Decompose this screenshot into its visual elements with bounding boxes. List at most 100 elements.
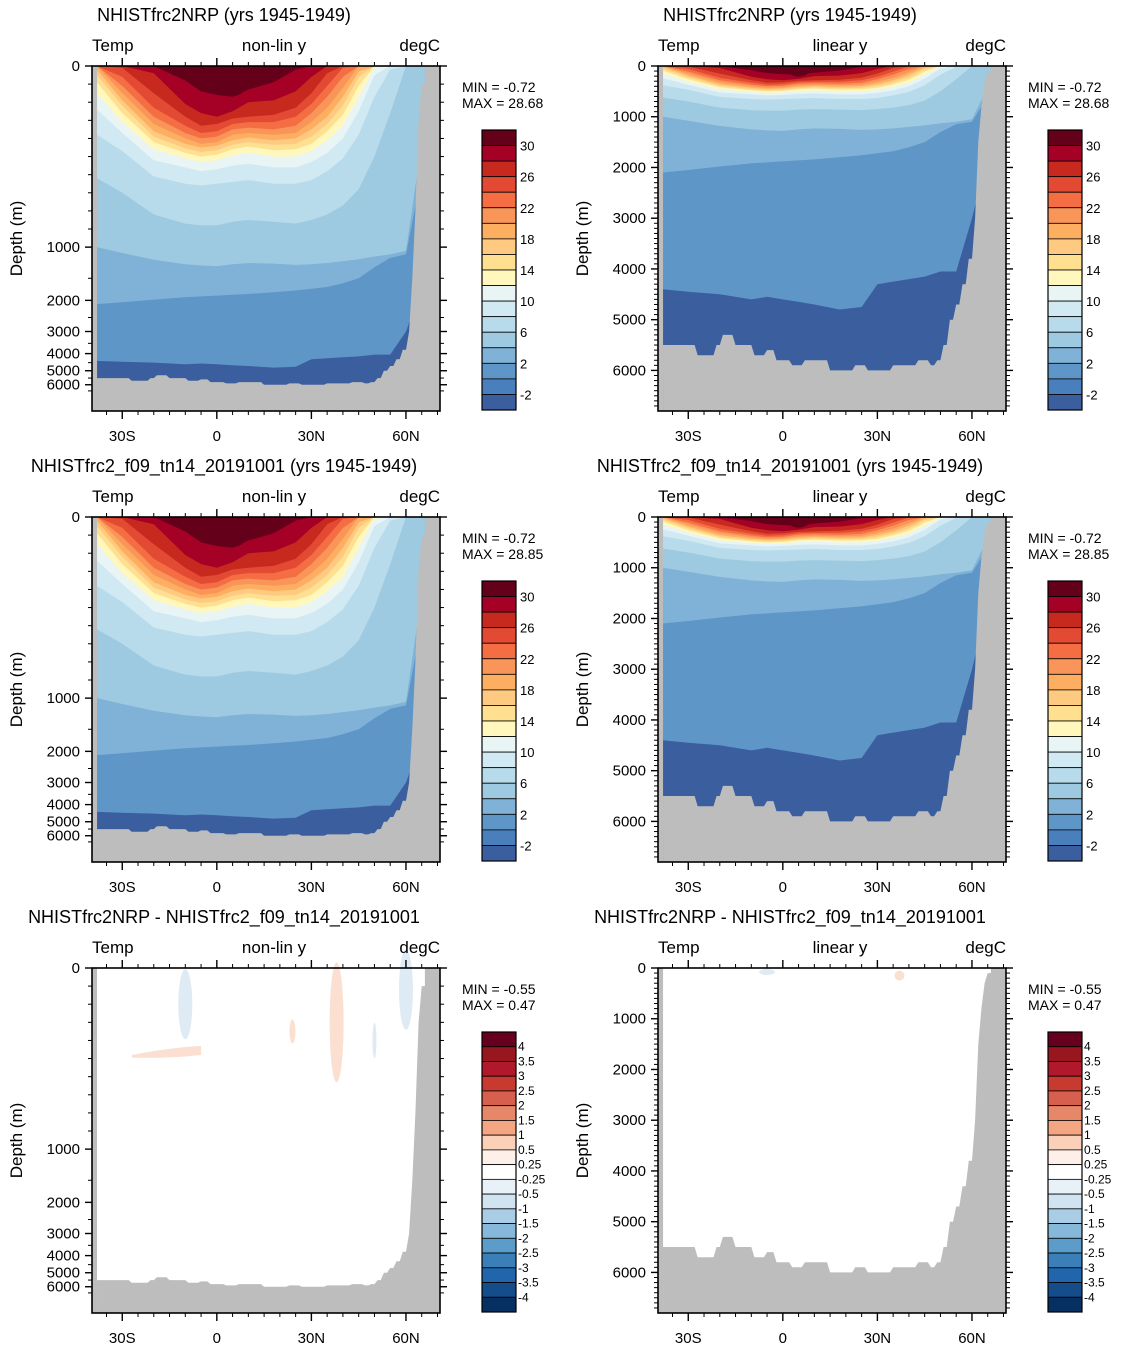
x-tick-label: 30S [675, 428, 702, 445]
colorbar-label: -1 [1084, 1202, 1095, 1216]
anomaly-patch [329, 962, 344, 1083]
y-tick-label: 1000 [47, 239, 80, 256]
colorbar-swatch [481, 642, 517, 660]
difference-field-5 [658, 968, 1006, 1313]
colorbar-label: -2 [1086, 838, 1098, 853]
colorbar-label: 26 [520, 170, 534, 185]
land-mask [97, 517, 440, 862]
colorbar-label: 14 [520, 714, 534, 729]
colorbar-swatch [481, 813, 517, 831]
colorbar-frame [1047, 580, 1083, 862]
max-value: MAX = 28.68 [462, 95, 544, 111]
y-tick-label: 3000 [47, 1226, 80, 1243]
colorbar-label: -1.5 [1084, 1217, 1105, 1231]
y-tick-label: 3000 [613, 1112, 646, 1129]
colorbar-label: 26 [1086, 621, 1100, 636]
colorbar-swatch [1047, 207, 1083, 224]
x-tick-label: 30S [109, 879, 136, 896]
y-tick-label: 1000 [47, 690, 80, 707]
axes-3: NHISTfrc2_f09_tn14_20191001 (yrs 1945-19… [573, 456, 1110, 896]
colorbar-swatch [1047, 1193, 1083, 1210]
y-tick-label: 1000 [47, 1141, 80, 1158]
colorbar-label: 10 [520, 294, 534, 309]
colorbar-label: 26 [520, 621, 534, 636]
colorbar-swatch [1047, 767, 1083, 784]
colorbar-swatch [481, 1252, 517, 1269]
colorbar-label: 10 [520, 745, 534, 760]
y-tick-label: 5000 [613, 1214, 646, 1231]
x-tick-label: 60N [958, 428, 986, 445]
center-label: non-lin y [242, 36, 307, 55]
colorbar-swatch [481, 845, 517, 862]
colorbar-label: 30 [520, 590, 534, 605]
colorbar-swatch [1047, 658, 1083, 675]
colorbar-label: -0.25 [1084, 1172, 1112, 1186]
colorbar-swatch [1047, 222, 1083, 240]
colorbar-swatch [1047, 1031, 1083, 1048]
colorbar-label: 18 [1086, 683, 1100, 698]
y-tick-label: 4000 [47, 1248, 80, 1265]
colorbar-swatch [1047, 394, 1083, 411]
colorbar-label: 18 [520, 683, 534, 698]
colorbar-frame [1047, 1031, 1083, 1313]
colorbar-label: 6 [1086, 776, 1093, 791]
colorbar-swatch [481, 1193, 517, 1210]
x-tick-label: 60N [392, 428, 420, 445]
y-tick-label: 6000 [613, 362, 646, 379]
x-tick-label: 60N [392, 1330, 420, 1347]
colorbar-label: 1.5 [518, 1113, 535, 1127]
x-tick-label: 0 [779, 428, 787, 445]
colorbar-swatch [481, 1031, 517, 1048]
colorbar-label: 3 [518, 1069, 525, 1083]
anomaly-patch [398, 949, 413, 1030]
x-tick-label: 0 [213, 1330, 221, 1347]
max-value: MAX = 28.85 [462, 546, 544, 562]
colorbar-swatch [481, 394, 517, 411]
colorbar-swatch [481, 798, 517, 815]
colorbar-swatch [481, 1267, 517, 1283]
colorbar-swatch [1047, 300, 1083, 318]
panel-title: NHISTfrc2NRP (yrs 1945-1949) [663, 5, 917, 25]
center-label: non-lin y [242, 487, 307, 506]
colorbar-label: -4 [518, 1290, 529, 1304]
y-tick-label: 5000 [613, 763, 646, 780]
colorbar-label: -2 [518, 1231, 529, 1245]
colorbar-swatch [1047, 829, 1083, 846]
colorbar-swatch [1047, 720, 1083, 737]
x-tick-label: 30S [109, 428, 136, 445]
colorbar-swatch [1047, 813, 1083, 831]
colorbar-swatch [1047, 1105, 1083, 1121]
y-tick-label: 2000 [47, 743, 80, 760]
colorbar-swatch [1047, 129, 1083, 146]
min-value: MIN = -0.55 [1028, 981, 1102, 997]
panel-title: NHISTfrc2_f09_tn14_20191001 (yrs 1945-19… [31, 456, 417, 477]
y-tick-label: 1000 [613, 560, 646, 577]
colorbar-swatch [1047, 285, 1083, 302]
max-value: MAX = 0.47 [462, 997, 536, 1013]
right-label: degC [399, 36, 440, 55]
colorbar-swatch [481, 1208, 517, 1224]
land-mask [658, 968, 664, 1313]
colorbar-label: 2 [518, 1099, 525, 1113]
colorbar-swatch [1047, 1282, 1083, 1298]
min-value: MIN = -0.72 [1028, 79, 1102, 95]
colorbar-label: -0.25 [518, 1172, 546, 1186]
panel-title: NHISTfrc2NRP - NHISTfrc2_f09_tn14_201910… [28, 907, 420, 928]
plot-frame [91, 516, 441, 863]
colorbar-swatch [1047, 1075, 1083, 1092]
x-tick-label: 0 [779, 879, 787, 896]
colorbar-swatch [1047, 1237, 1083, 1254]
x-tick-label: 60N [958, 1330, 986, 1347]
colorbar-swatch [1047, 331, 1083, 349]
x-tick-label: 60N [958, 879, 986, 896]
y-tick-label: 2000 [47, 292, 80, 309]
colorbar-swatch [481, 705, 517, 722]
y-tick-label: 0 [638, 960, 646, 977]
colorbar-swatch [481, 1046, 517, 1062]
warm-core [219, 517, 246, 548]
axes-4: NHISTfrc2NRP - NHISTfrc2_f09_tn14_201910… [7, 907, 546, 1347]
y-tick-label: 0 [72, 58, 80, 75]
colorbar-swatch [481, 689, 517, 706]
colorbar-swatch [1047, 1046, 1083, 1062]
colorbar-label: 6 [1086, 325, 1093, 340]
